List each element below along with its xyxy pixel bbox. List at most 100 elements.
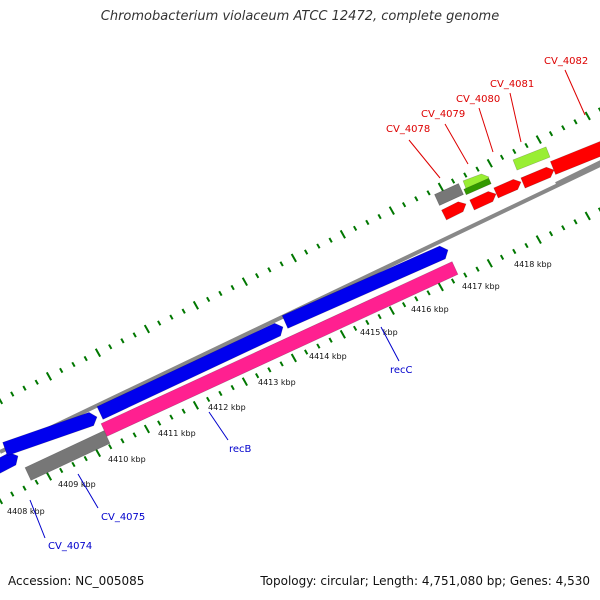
inner-tick	[132, 432, 137, 438]
inner-tick	[486, 258, 493, 268]
outer-tick	[339, 229, 346, 239]
outer-tick	[157, 320, 162, 326]
gene-label-cv-4082: CV_4082	[544, 56, 588, 67]
accession-label: Accession: NC_005085	[8, 574, 145, 588]
cds-reverse	[100, 261, 459, 437]
gene-features	[0, 141, 600, 481]
gene-label-recc: recC	[390, 365, 413, 376]
inner-tick	[241, 377, 248, 387]
cds-recb	[96, 322, 284, 420]
tick-label-4412: 4412 kbp	[208, 403, 246, 412]
inner-tick	[45, 471, 53, 481]
outer-tick	[132, 332, 137, 338]
outer-tick	[426, 190, 431, 196]
leader-cv-4080	[478, 107, 494, 153]
inner-tick	[450, 278, 456, 284]
tick-label-4414: 4414 kbp	[309, 352, 347, 361]
inner-tick	[10, 491, 15, 497]
outer-tick	[463, 172, 468, 178]
outer-tick	[377, 213, 382, 220]
inner-tick	[157, 420, 162, 426]
outer-tick	[120, 338, 125, 344]
outer-tick	[181, 308, 186, 314]
inner-tick	[548, 231, 554, 237]
inner-tick	[71, 461, 76, 468]
outer-tick	[561, 125, 566, 131]
inner-tick	[339, 329, 346, 339]
backbone-line-2	[555, 160, 600, 186]
outer-tick	[34, 379, 39, 385]
inner-tick	[475, 266, 480, 272]
outer-tick	[71, 361, 76, 368]
inner-tick	[535, 235, 542, 245]
outer-tick	[83, 355, 88, 362]
inner-tick	[365, 319, 370, 326]
cds-cv-4078-b	[441, 201, 467, 221]
outer-tick	[304, 249, 309, 255]
outer-tick	[486, 158, 493, 168]
leader-recc	[380, 326, 400, 362]
inner-tick	[181, 408, 186, 414]
outer-tick	[230, 284, 235, 291]
outer-tick	[597, 107, 600, 113]
tick-label-4411: 4411 kbp	[158, 429, 196, 438]
outer-tick	[388, 206, 395, 216]
inner-tick	[34, 479, 39, 485]
inner-tick	[512, 248, 517, 255]
outer-tick	[499, 154, 505, 161]
leader-cv-4079	[444, 123, 469, 165]
outer-tick	[192, 300, 199, 310]
cds-cv-4080	[469, 191, 497, 211]
gene-label-cv-4078: CV_4078	[386, 124, 430, 135]
outer-tick	[218, 290, 223, 297]
inner-tick	[377, 313, 382, 320]
outer-tick	[401, 202, 407, 208]
trna-cv-4079-b	[463, 177, 492, 196]
leader-cv-4074	[29, 499, 46, 539]
inner-tick	[316, 343, 321, 349]
inner-tick	[499, 254, 505, 261]
gene-label-recb: recB	[229, 444, 252, 455]
tick-marks	[0, 107, 600, 505]
inner-tick	[290, 353, 297, 363]
gene-label-cv-4074: CV_4074	[48, 541, 92, 552]
inner-tick	[230, 384, 235, 391]
outer-tick	[169, 314, 174, 320]
cds-cv-4082	[549, 141, 600, 175]
inner-tick	[437, 282, 444, 292]
outer-tick	[524, 142, 529, 149]
tick-label-4416: 4416 kbp	[411, 305, 449, 314]
outer-tick	[255, 273, 260, 279]
inner-tick	[22, 485, 27, 491]
outer-tick	[22, 385, 27, 391]
cds-cv-4081	[493, 179, 522, 199]
outer-tick	[573, 119, 578, 125]
inner-tick	[143, 424, 151, 434]
genome-summary: Topology: circular; Length: 4,751,080 bp…	[260, 574, 590, 588]
inner-tick	[218, 390, 223, 397]
outer-tick	[94, 348, 102, 358]
inner-tick	[524, 242, 529, 249]
tick-label-4408: 4408 kbp	[7, 507, 45, 516]
inner-tick	[561, 225, 566, 231]
inner-tick	[304, 349, 309, 355]
inner-tick	[597, 207, 600, 213]
inner-tick	[414, 296, 419, 302]
inner-tick	[426, 290, 431, 296]
inner-tick	[573, 219, 578, 225]
inner-tick	[401, 302, 407, 308]
outer-tick	[206, 296, 211, 303]
outer-tick	[548, 131, 554, 137]
outer-tick	[512, 148, 517, 155]
inner-tick	[108, 444, 113, 450]
inner-tick	[279, 361, 284, 367]
inner-tick	[388, 306, 395, 316]
cds-unlabeled-1	[24, 430, 111, 481]
gene-label-cv-4075: CV_4075	[101, 512, 145, 523]
inner-tick	[206, 396, 211, 403]
outer-tick	[10, 391, 15, 397]
cds-cv-4074	[0, 452, 19, 474]
outer-tick	[450, 178, 456, 184]
leader-cv-4078	[408, 139, 441, 179]
